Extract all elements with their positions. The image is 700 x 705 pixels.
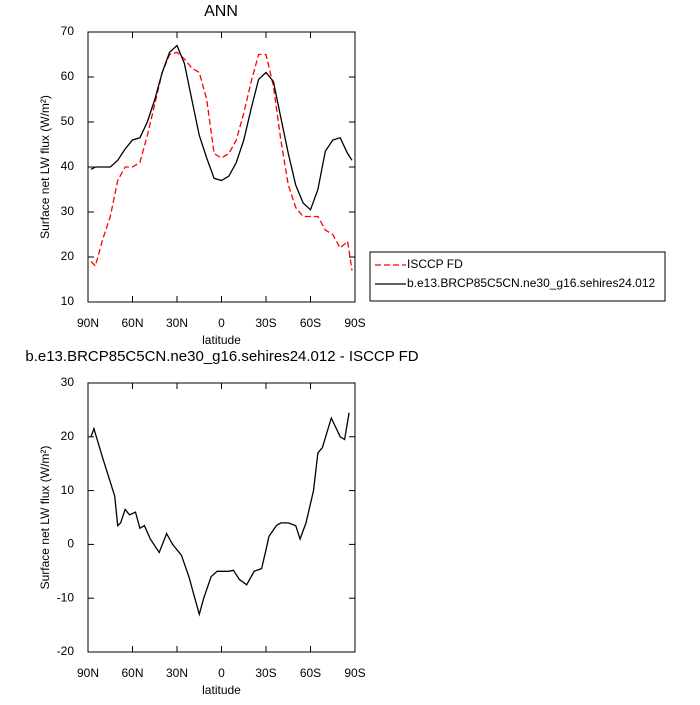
y-tick-label: 30: [61, 204, 75, 218]
x-tick-label: 60N: [121, 666, 143, 680]
x-tick-label: 0: [218, 666, 225, 680]
x-tick-label: 30N: [166, 316, 188, 330]
plot-frame: [87, 382, 356, 653]
y-tick-label: 20: [61, 249, 75, 263]
x-axis-label: latitude: [202, 683, 241, 697]
y-axis-label: Surface net LW flux (W/m²): [38, 446, 52, 590]
y-tick-label: 40: [61, 159, 75, 173]
y-tick-label: 0: [67, 537, 74, 551]
x-tick-label: 60S: [300, 666, 321, 680]
x-tick-label: 30S: [255, 666, 276, 680]
y-tick-label: 70: [61, 24, 75, 38]
chart-title: b.e13.BRCP85C5CN.ne30_g16.sehires24.012 …: [25, 348, 418, 365]
y-tick-label: 20: [61, 429, 75, 443]
x-tick-label: 60N: [121, 316, 143, 330]
y-tick-label: 30: [61, 375, 75, 389]
x-tick-label: 90S: [344, 666, 365, 680]
y-tick-label: 50: [61, 114, 75, 128]
x-tick-label: 90S: [344, 316, 365, 330]
y-tick-label: 10: [61, 483, 75, 497]
legend-label: b.e13.BRCP85C5CN.ne30_g16.sehires24.012: [407, 276, 655, 290]
y-tick-label: -20: [57, 644, 75, 658]
y-axis-label: Surface net LW flux (W/m²): [38, 95, 52, 239]
legend-box: [369, 251, 666, 302]
legend-label: ISCCP FD: [407, 257, 463, 271]
y-tick-label: 60: [61, 69, 75, 83]
x-tick-label: 30N: [166, 666, 188, 680]
data-line: [90, 51, 353, 271]
y-tick-label: -10: [57, 590, 75, 604]
x-tick-label: 90N: [77, 666, 99, 680]
chart-title: ANN: [204, 3, 238, 20]
x-tick-label: 30S: [255, 316, 276, 330]
y-tick-label: 10: [61, 294, 75, 308]
x-tick-label: 0: [218, 316, 225, 330]
data-line: [90, 44, 353, 211]
data-line: [90, 412, 350, 617]
x-tick-label: 90N: [77, 316, 99, 330]
x-axis-label: latitude: [202, 333, 241, 347]
x-tick-label: 60S: [300, 316, 321, 330]
